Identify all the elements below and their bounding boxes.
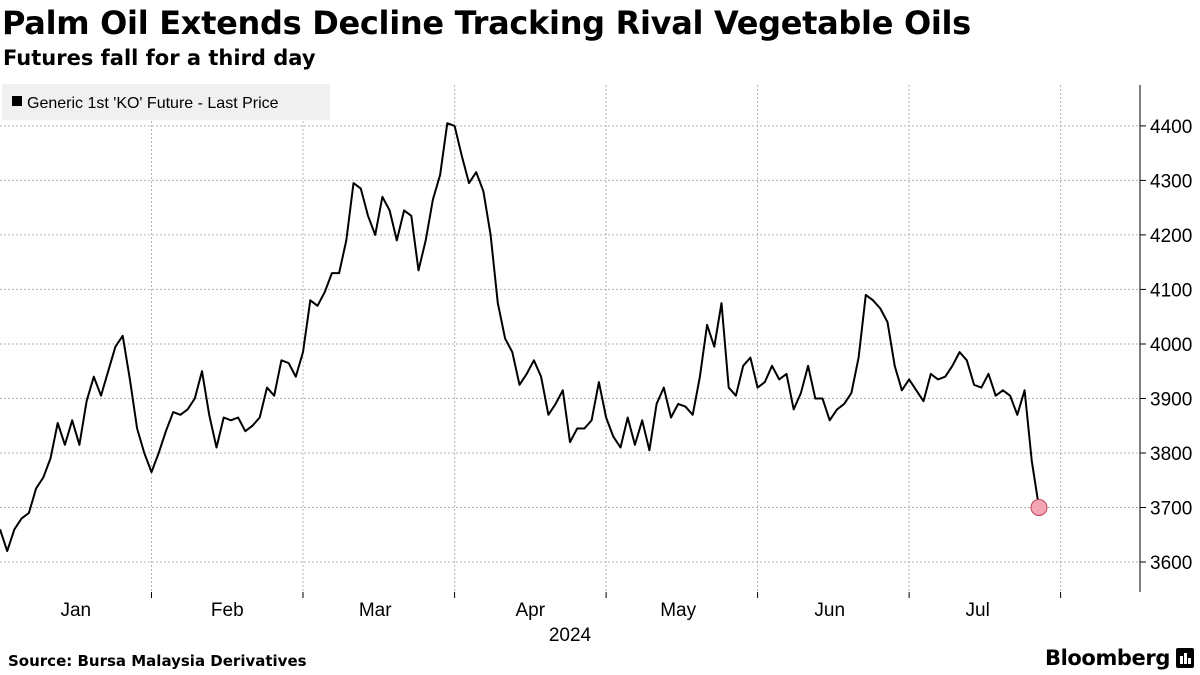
y-tick-label-3600: 3600	[1150, 553, 1192, 574]
chart-title: Palm Oil Extends Decline Tracking Rival …	[2, 4, 971, 42]
legend-background	[2, 84, 330, 120]
y-tick-label-3900: 3900	[1150, 390, 1192, 411]
x-axis: 2024 Jan Feb Mar Apr May Jun Jul	[60, 600, 989, 645]
y-axis: 3600 3700 3800 3900 4000 4100 4200 4300 4400	[1139, 85, 1192, 592]
x-tick-label-jun: Jun	[814, 600, 845, 621]
x-tick-label-apr: Apr	[516, 600, 546, 621]
brand-name: Bloomberg	[1044, 646, 1170, 670]
x-axis-year-label: 2024	[549, 625, 592, 645]
x-tick-label-mar: Mar	[359, 600, 392, 621]
y-tick-label-4200: 4200	[1150, 226, 1192, 247]
x-tick-label-jan: Jan	[60, 600, 91, 621]
y-tick-label-3800: 3800	[1150, 444, 1192, 465]
gridlines	[0, 85, 1140, 598]
y-tick-label-4000: 4000	[1150, 335, 1192, 356]
y-tick-label-4400: 4400	[1150, 117, 1192, 138]
legend-swatch	[12, 96, 22, 106]
x-tick-label-may: May	[660, 600, 696, 621]
y-tick-label-4100: 4100	[1150, 280, 1192, 301]
series-line	[0, 122, 1040, 553]
bloomberg-terminal-icon	[1176, 648, 1194, 668]
last-point-marker	[1030, 499, 1048, 516]
y-tick-label-4300: 4300	[1150, 171, 1192, 192]
series-line-group	[0, 122, 1048, 553]
x-tick-label-jul: Jul	[966, 600, 990, 621]
chart-subtitle: Futures fall for a third day	[3, 46, 316, 70]
legend: Generic 1st 'KO' Future - Last Price	[2, 84, 330, 120]
source-note: Source: Bursa Malaysia Derivatives	[8, 652, 307, 670]
y-tick-label-3700: 3700	[1150, 499, 1192, 520]
legend-label: Generic 1st 'KO' Future - Last Price	[27, 95, 279, 112]
line-chart: 3600 3700 3800 3900 4000 4100 4200 4300 4400 Gen…	[0, 84, 1192, 645]
x-tick-label-feb: Feb	[211, 600, 244, 621]
bloomberg-logo: Bloomberg	[1045, 646, 1194, 670]
